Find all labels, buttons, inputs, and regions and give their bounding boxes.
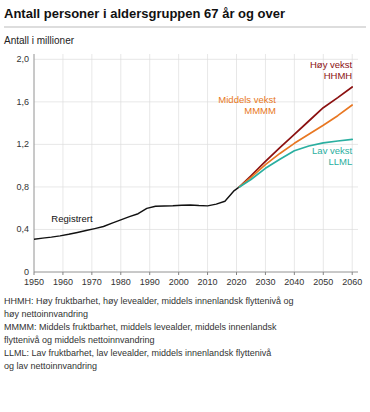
series-label-line: LLML (328, 156, 352, 167)
x-grid-line (265, 54, 266, 272)
series-labels: Registrert Høy vekstHHMH Middels vekstMMMM… (51, 59, 352, 224)
x-tick (149, 272, 150, 275)
footnote: og lav nettoinnvandring (4, 361, 97, 371)
x-axis-line (34, 272, 358, 273)
title: Antall personer i aldersgruppen 67 år og… (4, 6, 285, 21)
separator (4, 27, 366, 28)
x-tick-label: 1960 (53, 277, 73, 287)
axes: 0 0,4 0,8 1,2 1,6 2,0 1950 1960 1970 1980 1990 2000… (16, 54, 362, 287)
x-tick (323, 272, 324, 275)
footnote: HHMH: Høy fruktbarhet, høy levealder, mi… (4, 296, 294, 306)
y-tick-label: 0,4 (16, 224, 29, 234)
x-tick-label: 1980 (111, 277, 131, 287)
x-grid-line (294, 54, 295, 272)
x-tick-label: 1950 (24, 277, 44, 287)
series-line (34, 187, 239, 239)
x-tick (120, 272, 121, 275)
y-axis-label: Antall i millioner (4, 35, 75, 46)
y-grid-line (34, 229, 358, 230)
x-grid-line (62, 54, 63, 272)
x-tick-label: 2050 (313, 277, 333, 287)
x-tick (352, 272, 353, 275)
series-label-line: HHMH (324, 70, 353, 81)
series-label-line: Registrert (51, 213, 93, 224)
x-grid-line (236, 54, 237, 272)
x-tick (236, 272, 237, 275)
y-tick-label: 1,6 (16, 97, 29, 107)
y-grid-line (34, 144, 358, 145)
footnote: flyttenivå og middels nettoinnvandring (4, 335, 155, 345)
x-grid-line (149, 54, 150, 272)
x-grid-line (323, 54, 324, 272)
x-grid-line (120, 54, 121, 272)
x-grid-line (178, 54, 179, 272)
series-label: Middels vekstMMMM (218, 94, 276, 116)
x-tick-label: 2000 (169, 277, 189, 287)
x-tick (91, 272, 92, 275)
lines (34, 87, 352, 239)
series-line (239, 139, 352, 187)
x-tick (62, 272, 63, 275)
y-grid-line (34, 272, 358, 273)
series-label-line: Middels vekst (218, 94, 276, 105)
x-tick (294, 272, 295, 275)
footnote: MMMM: Middels fruktbarhet, middels levea… (4, 322, 277, 332)
x-tick-label: 2040 (284, 277, 304, 287)
x-tick (178, 272, 179, 275)
x-tick-label: 2030 (255, 277, 275, 287)
y-grid-line (34, 186, 358, 187)
series-label-line: MMMM (244, 105, 276, 116)
series-label: Registrert (51, 213, 93, 224)
footnote: LLML: Lav fruktbarhet, lav levealder, mi… (4, 348, 271, 358)
y-grid-line (34, 101, 358, 102)
series-label-line: Lav vekst (312, 145, 352, 156)
y-tick-label: 1,2 (16, 139, 29, 149)
y-tick-label: 0,8 (16, 182, 29, 192)
x-tick-label: 2060 (342, 277, 362, 287)
x-tick-label: 1970 (82, 277, 102, 287)
series-label: Høy vekstHHMH (310, 59, 353, 81)
x-tick (265, 272, 266, 275)
series-line (239, 105, 352, 187)
x-tick (207, 272, 208, 275)
x-grid-line (91, 54, 92, 272)
footnote: høy nettoinnvandring (4, 309, 88, 319)
grid (34, 54, 358, 272)
x-tick-label: 2020 (226, 277, 246, 287)
x-tick (34, 272, 35, 275)
series-label: Lav vekstLLML (312, 145, 352, 167)
x-tick-label: 1990 (140, 277, 160, 287)
chart: Antall personer i aldersgruppen 67 år og… (0, 0, 370, 412)
y-tick-label: 2,0 (16, 54, 29, 64)
x-tick-label: 2010 (198, 277, 218, 287)
y-tick-label: 0 (24, 267, 29, 277)
x-grid-line (207, 54, 208, 272)
series-label-line: Høy vekst (310, 59, 353, 70)
